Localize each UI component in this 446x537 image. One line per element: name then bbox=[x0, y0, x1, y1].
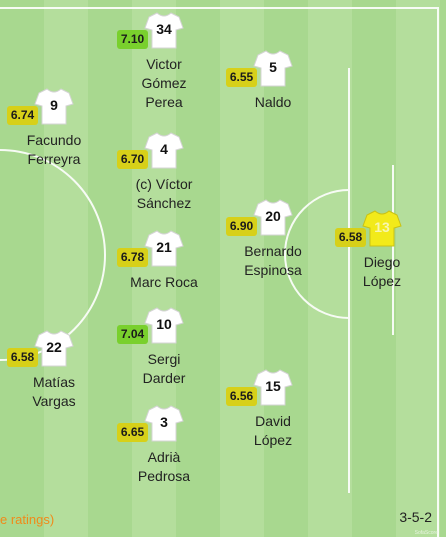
player-victor-sanchez[interactable]: 4 6.70 (c) Víctor Sánchez bbox=[109, 130, 219, 213]
player-sergi-darder[interactable]: 10 7.04 Sergi Darder bbox=[109, 305, 219, 388]
shirt-number: 4 bbox=[160, 141, 168, 157]
rating-badge: 7.10 bbox=[117, 30, 148, 49]
shirt-number: 9 bbox=[50, 97, 58, 113]
player-name: Diego López bbox=[362, 254, 402, 289]
tshirt-icon: 22 6.58 bbox=[7, 328, 74, 368]
player-name: Facundo Ferreyra bbox=[26, 132, 82, 167]
shirt-number: 13 bbox=[374, 219, 390, 235]
tshirt-icon: 4 6.70 bbox=[117, 130, 184, 170]
player-name: Bernardo Espinosa bbox=[244, 243, 302, 278]
rating-badge: 6.90 bbox=[226, 217, 257, 236]
player-name: Naldo bbox=[254, 94, 292, 110]
rating-badge: 6.56 bbox=[226, 387, 257, 406]
rating-badge: 7.04 bbox=[117, 325, 148, 344]
player-name: Sergi Darder bbox=[142, 351, 186, 386]
tshirt-icon: 5 6.55 bbox=[226, 48, 293, 88]
tshirt-icon: 34 7.10 bbox=[117, 10, 184, 50]
rating-badge: 6.55 bbox=[226, 68, 257, 87]
player-matias-vargas[interactable]: 22 6.58 Matías Vargas bbox=[0, 328, 109, 411]
rating-badge: 6.78 bbox=[117, 248, 148, 267]
ratings-note[interactable]: e ratings) bbox=[0, 512, 55, 527]
player-david-lopez[interactable]: 15 6.56 David López bbox=[218, 367, 328, 450]
shirt-number: 10 bbox=[156, 316, 172, 332]
shirt-number: 5 bbox=[269, 59, 277, 75]
goalkeeper-shirt-icon: 13 6.58 bbox=[335, 208, 402, 248]
shirt-number: 21 bbox=[156, 239, 172, 255]
rating-badge: 6.58 bbox=[7, 348, 38, 367]
tshirt-icon: 15 6.56 bbox=[226, 367, 293, 407]
player-name: Adrià Pedrosa bbox=[137, 449, 191, 484]
tshirt-icon: 20 6.90 bbox=[226, 197, 293, 237]
rating-badge: 6.70 bbox=[117, 150, 148, 169]
shirt-number: 22 bbox=[46, 339, 62, 355]
shirt-number: 15 bbox=[265, 378, 281, 394]
tshirt-icon: 21 6.78 bbox=[117, 228, 184, 268]
formation-label: 3-5-2 bbox=[399, 509, 432, 525]
player-facundo-ferreyra[interactable]: 9 6.74 Facundo Ferreyra bbox=[0, 86, 109, 169]
player-victor-gomez-perea[interactable]: 34 7.10 Victor Gómez Perea bbox=[109, 10, 219, 112]
player-name: Marc Roca bbox=[130, 274, 198, 290]
player-name: Matías Vargas bbox=[32, 374, 76, 409]
player-marc-roca[interactable]: 21 6.78 Marc Roca bbox=[109, 228, 219, 292]
tshirt-icon: 10 7.04 bbox=[117, 305, 184, 345]
rating-badge: 6.74 bbox=[7, 106, 38, 125]
shirt-number: 3 bbox=[160, 414, 168, 430]
watermark: SofaScore bbox=[414, 530, 438, 536]
player-naldo[interactable]: 5 6.55 Naldo bbox=[218, 48, 328, 112]
rating-badge: 6.58 bbox=[335, 228, 366, 247]
tshirt-icon: 9 6.74 bbox=[7, 86, 74, 126]
shirt-number: 20 bbox=[265, 208, 281, 224]
shirt-number: 34 bbox=[156, 21, 172, 37]
tshirt-icon: 3 6.65 bbox=[117, 403, 184, 443]
player-name: David López bbox=[253, 413, 293, 448]
player-diego-lopez[interactable]: 13 6.58 Diego López bbox=[327, 208, 437, 291]
player-name: (c) Víctor Sánchez bbox=[135, 176, 193, 211]
player-adria-pedrosa[interactable]: 3 6.65 Adrià Pedrosa bbox=[109, 403, 219, 486]
rating-badge: 6.65 bbox=[117, 423, 148, 442]
player-name: Victor Gómez Perea bbox=[141, 56, 187, 110]
player-bernardo-espinosa[interactable]: 20 6.90 Bernardo Espinosa bbox=[218, 197, 328, 280]
